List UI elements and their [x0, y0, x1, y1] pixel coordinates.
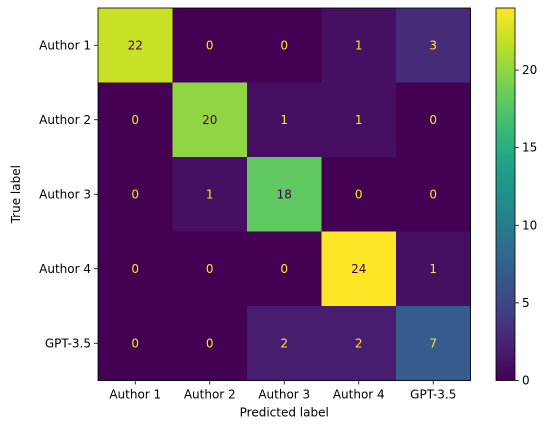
colorbar-ticks: 0 5 10 15 20 [515, 63, 537, 388]
heatmap-cell [321, 306, 397, 381]
cell-value-label: 1 [280, 113, 288, 127]
heatmap-cell [396, 8, 471, 83]
heatmap-cell [172, 306, 248, 381]
y-tick-label: Author 3 [39, 187, 91, 201]
heatmap-cell [247, 8, 322, 83]
cell-value-label: 0 [429, 187, 437, 201]
y-axis-ticks: Author 1 Author 2 Author 3 Author 4 GPT-3.5 [39, 38, 98, 350]
heatmap-cell [172, 231, 248, 307]
cell-value-label: 20 [202, 113, 217, 127]
heatmap-cell [172, 8, 248, 83]
colorbar-tick-label: 15 [522, 141, 537, 155]
y-tick-label: Author 4 [39, 262, 91, 276]
heatmap-cell [321, 157, 397, 232]
heatmap-cell [98, 82, 173, 158]
heatmap-cell [321, 82, 397, 158]
heatmap-cell [321, 8, 397, 83]
heatmap-cell [396, 306, 471, 381]
heatmap-cell [396, 231, 471, 307]
heatmap-cell [172, 157, 248, 232]
cell-value-label: 0 [206, 336, 214, 350]
colorbar-tick-label: 5 [522, 296, 530, 310]
x-axis-ticks: Author 1 Author 2 Author 3 Author 4 GPT-3.5 [109, 380, 456, 402]
heatmap-cell [247, 231, 322, 307]
colorbar-tick-label: 10 [522, 218, 537, 232]
heatmap-cell [98, 231, 173, 307]
heatmap-cells [98, 8, 471, 381]
heatmap-cell [247, 306, 322, 381]
cell-value-label: 1 [206, 187, 214, 201]
cell-value-label: 0 [429, 113, 437, 127]
x-tick-label: Author 1 [109, 388, 161, 402]
cell-value-label: 18 [277, 187, 292, 201]
heatmap-cell [172, 82, 248, 158]
cell-value-label: 0 [131, 113, 139, 127]
x-tick-label: Author 3 [258, 388, 310, 402]
y-tick-label: Author 2 [39, 113, 91, 127]
cell-value-label: 0 [280, 262, 288, 276]
cell-value-label: 0 [131, 262, 139, 276]
cell-value-label: 1 [355, 38, 363, 52]
cell-value-label: 7 [429, 336, 437, 350]
heatmap-cell [98, 306, 173, 381]
cell-value-label: 3 [429, 38, 437, 52]
x-tick-label: Author 2 [184, 388, 236, 402]
heatmap-cell [247, 157, 322, 232]
cell-value-label: 0 [131, 187, 139, 201]
cell-value-label: 24 [351, 262, 366, 276]
colorbar-tick-label: 20 [522, 63, 537, 77]
cell-value-label: 22 [128, 38, 143, 52]
heatmap-cell [321, 231, 397, 307]
cell-value-label: 0 [206, 38, 214, 52]
colorbar-tick-label: 0 [522, 374, 530, 388]
cell-value-label: 0 [206, 262, 214, 276]
colorbar [495, 7, 516, 381]
cell-value-label: 0 [355, 187, 363, 201]
heatmap-cell-labels: 22 0 0 1 30 20 1 1 00 1 18 0 00 0 0 24 10 0 2 2 7 [128, 38, 437, 350]
cell-value-label: 2 [280, 336, 288, 350]
heatmap-cell [396, 82, 471, 158]
x-tick-label: Author 4 [333, 388, 385, 402]
x-tick-label: GPT-3.5 [410, 388, 456, 402]
y-tick-label: Author 1 [39, 38, 91, 52]
cell-value-label: 1 [429, 262, 437, 276]
cell-value-label: 0 [280, 38, 288, 52]
cell-value-label: 0 [131, 336, 139, 350]
heatmap-cell [247, 82, 322, 158]
x-axis-label: Predicted label [240, 406, 329, 420]
cell-value-label: 1 [355, 113, 363, 127]
heatmap-cell [98, 8, 173, 83]
heatmap-cell [396, 157, 471, 232]
heatmap-cell [98, 157, 173, 232]
y-axis-label: True label [9, 165, 23, 224]
cell-value-label: 2 [355, 336, 363, 350]
y-tick-label: GPT-3.5 [45, 336, 91, 350]
